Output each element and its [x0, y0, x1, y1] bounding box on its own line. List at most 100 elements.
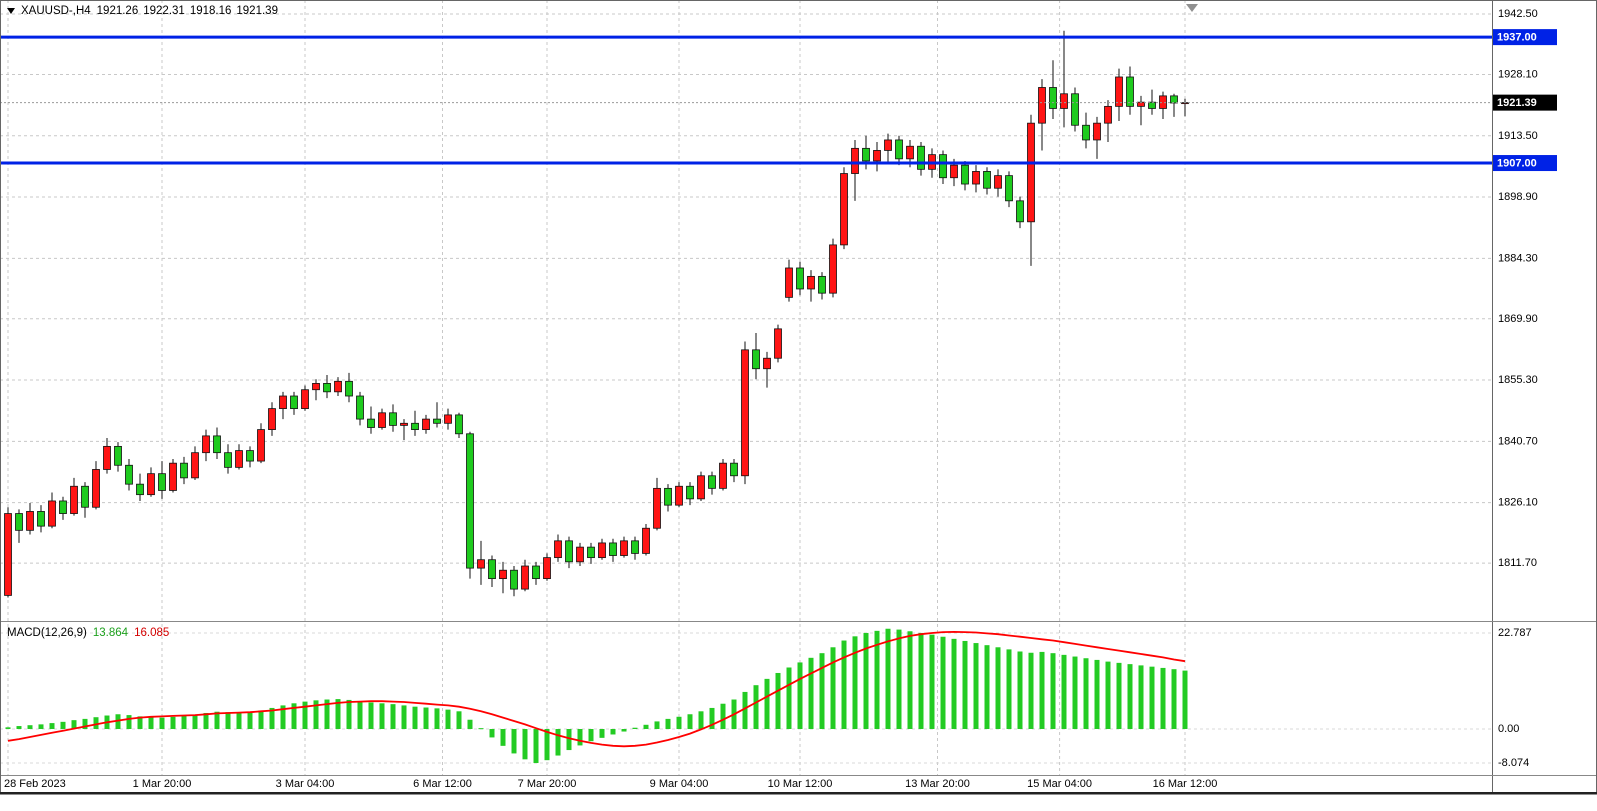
candle-body	[565, 540, 573, 563]
candle-body	[356, 395, 364, 420]
time-axis-label: 16 Mar 12:00	[1153, 778, 1218, 790]
macd-histogram-bar	[621, 729, 627, 732]
macd-main-value: 13.864	[92, 627, 129, 639]
macd-histogram-bar	[687, 714, 693, 729]
candle-body	[554, 540, 562, 559]
macd-histogram-bar	[401, 705, 407, 729]
candle-body	[257, 429, 265, 462]
macd-histogram-bar	[742, 691, 748, 729]
candle-body	[642, 527, 650, 554]
macd-histogram-bar	[984, 645, 990, 729]
macd-histogram-bar	[654, 721, 660, 729]
macd-name: MACD(12,26,9)	[7, 627, 87, 639]
macd-histogram-bar	[291, 703, 297, 729]
candle-body	[796, 267, 804, 290]
candle-body	[521, 565, 529, 590]
candle-body	[1049, 87, 1057, 109]
candle-body	[26, 511, 34, 531]
time-axis-label: 9 Mar 04:00	[650, 778, 709, 790]
candle-body	[1016, 200, 1024, 223]
price-axis[interactable]	[1493, 0, 1597, 775]
macd-histogram-bar	[170, 716, 176, 729]
macd-histogram-bar	[610, 729, 616, 735]
macd-histogram-bar	[929, 634, 935, 729]
time-axis-label: 13 Mar 20:00	[905, 778, 970, 790]
macd-histogram-bar	[1182, 670, 1188, 729]
chart-header: XAUUSD-,H4 1921.26 1922.31 1918.16 1921.39	[7, 5, 283, 17]
candle-body	[499, 569, 507, 580]
macd-histogram-bar	[1039, 651, 1045, 729]
candle-body	[268, 408, 276, 430]
macd-histogram-bar	[324, 699, 330, 729]
candle-body	[422, 418, 430, 430]
candle-body	[785, 267, 793, 298]
macd-histogram-bar	[302, 701, 308, 729]
price-axis-label: 1913.50	[1498, 130, 1538, 142]
macd-histogram-bar	[885, 628, 891, 729]
macd-histogram-bar	[995, 647, 1001, 729]
level-price-tag: 1907.00	[1497, 158, 1537, 170]
candle-body	[950, 164, 958, 179]
time-axis[interactable]	[0, 776, 1492, 793]
candle-body	[213, 435, 221, 454]
macd-histogram-bar	[93, 717, 99, 729]
candle-body	[1093, 122, 1101, 141]
macd-histogram-bar	[907, 631, 913, 729]
candle-body	[741, 349, 749, 477]
time-axis-label: 1 Mar 20:00	[133, 778, 192, 790]
ohlc-open: 1921.26	[96, 5, 139, 17]
candle-body	[433, 418, 441, 424]
macd-histogram-bar	[940, 636, 946, 729]
macd-histogram-bar	[137, 716, 143, 729]
macd-histogram-bar	[148, 717, 154, 729]
price-axis-label: 1840.70	[1498, 435, 1538, 447]
candle-body	[92, 469, 100, 508]
price-axis-label: 1898.90	[1498, 191, 1538, 203]
macd-histogram-bar	[357, 701, 363, 729]
macd-histogram-bar	[819, 653, 825, 729]
macd-histogram-bar	[852, 636, 858, 729]
candle-body	[675, 485, 683, 506]
candle-body	[114, 445, 122, 466]
macd-histogram-bar	[1061, 654, 1067, 729]
candle-body	[1170, 95, 1178, 104]
symbol-dropdown-icon[interactable]	[7, 8, 15, 14]
macd-histogram-bar	[115, 714, 121, 729]
time-axis-label: 28 Feb 2023	[4, 778, 66, 790]
candle-body	[246, 450, 254, 462]
candle-body	[620, 540, 628, 556]
candle-body	[180, 462, 188, 479]
bid-price-tag-bg	[1493, 94, 1557, 111]
price-axis-label: 1811.70	[1498, 557, 1537, 569]
ohlc-close: 1921.39	[236, 5, 278, 17]
macd-histogram-bar	[489, 729, 495, 738]
candle-body	[532, 565, 540, 580]
price-axis-label: 1928.10	[1498, 68, 1538, 80]
candle-body	[686, 485, 694, 500]
candle-body	[664, 487, 672, 506]
candle-body	[323, 383, 331, 393]
macd-histogram-bar	[27, 725, 33, 729]
macd-histogram-bar	[896, 629, 902, 729]
candle-body	[653, 487, 661, 529]
macd-histogram-bar	[500, 729, 506, 746]
level-price-tag: 1937.00	[1497, 32, 1537, 44]
macd-histogram-bar	[1149, 666, 1155, 729]
candle-body	[312, 383, 320, 391]
candle-body	[290, 395, 298, 410]
macd-histogram-bar	[863, 632, 869, 729]
candle-body	[598, 542, 606, 559]
candle-body	[301, 389, 309, 410]
candle-body	[488, 559, 496, 580]
candle-body	[345, 380, 353, 397]
candle-body	[367, 418, 375, 428]
macd-histogram-bar	[577, 729, 583, 746]
candle-body	[202, 435, 210, 454]
candle-body	[895, 139, 903, 160]
chart-shift-marker-icon	[1186, 4, 1198, 12]
macd-histogram-bar	[599, 729, 605, 738]
macd-histogram-bar	[797, 662, 803, 729]
candle-body	[70, 485, 78, 514]
candle-body	[400, 422, 408, 426]
